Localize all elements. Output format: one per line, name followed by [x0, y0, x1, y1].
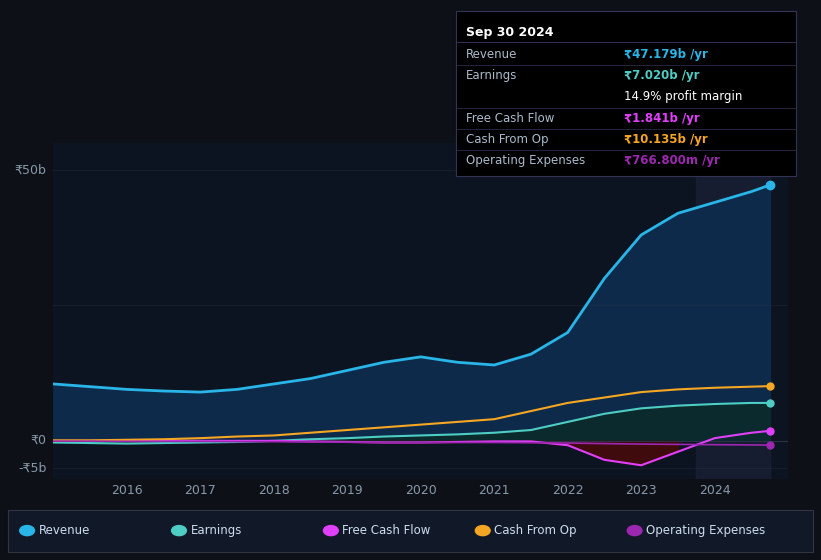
Text: Earnings: Earnings [190, 524, 242, 537]
Text: ₹47.179b /yr: ₹47.179b /yr [624, 48, 708, 61]
Bar [696, 143, 770, 479]
Text: ₹7.020b /yr: ₹7.020b /yr [624, 69, 699, 82]
Text: Cash From Op: Cash From Op [494, 524, 576, 537]
Text: Cash From Op: Cash From Op [466, 133, 548, 146]
Text: Revenue: Revenue [39, 524, 90, 537]
Text: Earnings: Earnings [466, 69, 517, 82]
Text: Revenue: Revenue [466, 48, 517, 61]
Text: Sep 30 2024: Sep 30 2024 [466, 26, 553, 39]
Text: ₹1.841b /yr: ₹1.841b /yr [624, 111, 699, 125]
Text: Free Cash Flow: Free Cash Flow [466, 111, 554, 125]
Text: Operating Expenses: Operating Expenses [646, 524, 765, 537]
Text: ₹0: ₹0 [30, 435, 47, 447]
Text: ₹766.800m /yr: ₹766.800m /yr [624, 154, 720, 167]
Text: -₹5b: -₹5b [18, 461, 47, 474]
Text: ₹10.135b /yr: ₹10.135b /yr [624, 133, 708, 146]
Text: Operating Expenses: Operating Expenses [466, 154, 585, 167]
Text: Free Cash Flow: Free Cash Flow [342, 524, 431, 537]
Text: 14.9% profit margin: 14.9% profit margin [624, 90, 742, 104]
Text: ₹50b: ₹50b [15, 164, 47, 176]
